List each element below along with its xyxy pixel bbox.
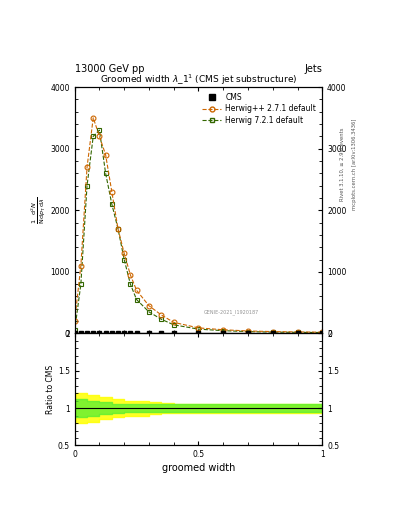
Text: GENIE-2021_I1920187: GENIE-2021_I1920187	[204, 310, 259, 315]
Text: Jets: Jets	[305, 64, 322, 74]
Title: Groomed width $\lambda\_1^1$ (CMS jet substructure): Groomed width $\lambda\_1^1$ (CMS jet su…	[100, 73, 297, 87]
Text: mcplots.cern.ch [arXiv:1306.3436]: mcplots.cern.ch [arXiv:1306.3436]	[352, 118, 357, 209]
Y-axis label: $\frac{1}{\mathrm{N}}\frac{\mathrm{d}^2N}{\mathrm{d}p_\mathrm{T}\,\mathrm{d}\lam: $\frac{1}{\mathrm{N}}\frac{\mathrm{d}^2N…	[29, 197, 48, 224]
Y-axis label: Ratio to CMS: Ratio to CMS	[46, 365, 55, 414]
X-axis label: groomed width: groomed width	[162, 463, 235, 474]
Text: 13000 GeV pp: 13000 GeV pp	[75, 64, 144, 74]
Text: Rivet 3.1.10, ≥ 2.9M events: Rivet 3.1.10, ≥ 2.9M events	[340, 127, 345, 201]
Legend: CMS, Herwig++ 2.7.1 default, Herwig 7.2.1 default: CMS, Herwig++ 2.7.1 default, Herwig 7.2.…	[200, 91, 318, 127]
